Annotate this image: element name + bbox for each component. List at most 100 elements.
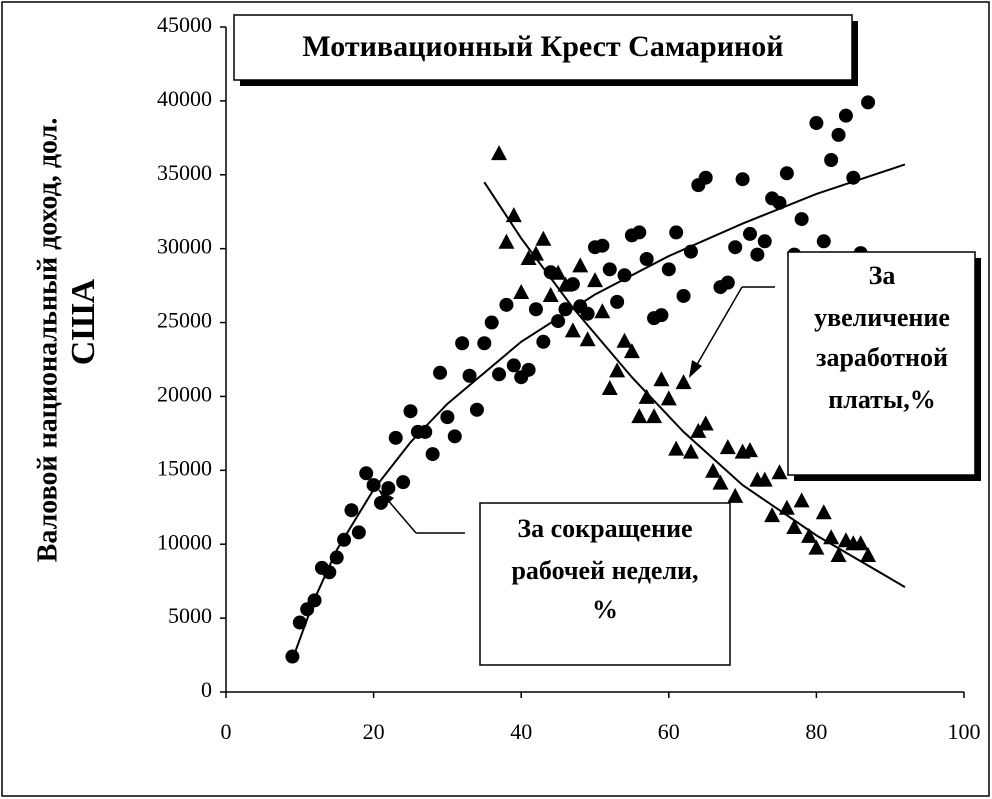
annotation-text: %: [592, 595, 618, 624]
circle-point: [307, 593, 322, 608]
triangle-point: [653, 371, 670, 387]
triangle-point: [697, 415, 714, 431]
circle-point: [337, 532, 352, 547]
circle-point: [329, 550, 344, 565]
triangle-point: [572, 257, 589, 273]
circle-point: [816, 234, 831, 249]
circle-point: [425, 447, 440, 462]
circle-point: [403, 404, 418, 419]
circle-point: [499, 297, 514, 312]
x-tick-label: 40: [510, 719, 532, 744]
title-box: [233, 14, 853, 81]
triangle-point: [491, 145, 508, 161]
triangle-point: [505, 207, 522, 223]
y-tick-label: 30000: [157, 234, 212, 259]
arrow-head: [689, 360, 702, 378]
triangle-point: [860, 547, 877, 563]
circle-point: [381, 481, 396, 496]
triangle-point: [727, 487, 744, 503]
annotation-box: [479, 502, 731, 666]
circle-point: [728, 240, 743, 255]
triangle-point: [801, 527, 818, 543]
triangle-point: [542, 286, 559, 302]
y-tick-label: 5000: [168, 603, 212, 628]
circle-point: [506, 358, 521, 373]
triangle-point: [579, 331, 596, 347]
triangle-point: [815, 504, 832, 520]
circle-point: [447, 429, 462, 444]
circle-point: [418, 424, 433, 439]
circle-point: [698, 170, 713, 185]
circle-point: [359, 466, 374, 481]
triangle-point: [594, 303, 611, 319]
circle-point: [492, 367, 507, 382]
triangle-point: [756, 471, 773, 487]
circle-point: [602, 262, 617, 277]
circle-point: [683, 244, 698, 259]
triangle-point: [682, 443, 699, 459]
triangle-point: [631, 408, 648, 424]
circle-point: [831, 127, 846, 142]
annotation-text: заработной: [816, 343, 948, 372]
circle-point: [285, 649, 300, 664]
circle-point: [824, 153, 839, 167]
y-tick-label: 40000: [157, 86, 212, 111]
circle-point: [521, 362, 536, 377]
triangle-point: [778, 499, 795, 515]
triangle-point: [520, 250, 537, 266]
circle-point: [654, 308, 669, 323]
y-axis-label: Валовой национальный доход, дол.: [32, 118, 63, 563]
triangle-point: [601, 380, 618, 396]
triangle-point: [764, 507, 781, 523]
circle-point: [720, 275, 735, 290]
y-tick-label: 20000: [157, 381, 212, 406]
leader-line: [385, 497, 417, 534]
circle-point: [292, 615, 307, 630]
leader-line: [694, 286, 743, 369]
circle-point: [366, 478, 381, 493]
triangle-point: [771, 464, 788, 480]
triangle-point: [557, 276, 574, 292]
triangle-point: [535, 230, 552, 246]
triangle-point: [550, 264, 567, 280]
chart-title: Мотивационный Крест Самариной: [302, 30, 783, 63]
trend-line: [483, 181, 906, 588]
circle-point: [676, 288, 691, 303]
circle-point: [794, 212, 809, 227]
triangle-point: [513, 284, 530, 299]
circle-point: [742, 226, 757, 241]
circle-point: [639, 252, 654, 267]
arrow-head: [378, 489, 394, 505]
circle-point: [440, 410, 455, 425]
circle-point: [551, 314, 566, 329]
plot-area: 0 5000 10000 15000 20000 25000 30000 35000 40000…: [157, 12, 981, 744]
triangle-point: [587, 272, 603, 288]
circle-point: [772, 195, 787, 210]
x-tick-label: 100: [948, 719, 981, 744]
circle-point: [669, 225, 684, 240]
triangle-point: [852, 535, 869, 551]
annotation-text: увеличение: [814, 303, 950, 332]
triangle-point: [712, 474, 729, 490]
triangle-point: [660, 390, 677, 406]
circle-point: [469, 402, 484, 417]
circle-point: [388, 430, 403, 445]
y-axis-label: США: [65, 278, 102, 365]
annotation-text: За сокращение: [517, 514, 692, 543]
circle-point: [861, 95, 876, 110]
triangle-point: [638, 388, 655, 404]
circle-point: [617, 268, 632, 283]
y-tick-label: 45000: [157, 12, 212, 37]
triangle-point: [616, 332, 633, 348]
triangle-point: [705, 462, 722, 478]
circle-point: [595, 238, 610, 253]
circle-point: [344, 503, 359, 518]
circle-point: [351, 525, 366, 540]
x-tick-label: 80: [805, 719, 827, 744]
circle-point: [396, 475, 411, 490]
y-tick-label: 0: [201, 677, 212, 702]
y-tick-label: 35000: [157, 160, 212, 185]
circle-point: [735, 172, 750, 187]
triangle-point: [741, 442, 758, 458]
